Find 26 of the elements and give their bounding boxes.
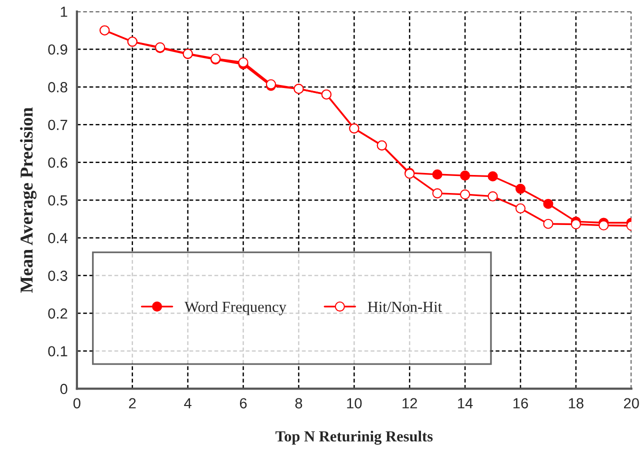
y-tick-label: 0.6 (48, 157, 68, 168)
y-tick-label: 0.1 (48, 346, 68, 356)
y-tick-label: 0.3 (48, 270, 68, 281)
y-tick-label: 0.8 (48, 82, 68, 92)
x-tick-label: 18 (568, 398, 584, 408)
legend-label: Hit/Non-Hit (368, 302, 442, 312)
y-tick-label: 0 (60, 384, 68, 394)
y-axis-title: Mean Average Precision (20, 107, 37, 293)
legend-label: Word Frequency (184, 301, 286, 316)
x-tick-label: 2 (129, 398, 136, 408)
y-tick-label: 0.9 (48, 44, 68, 55)
x-tick-label: 6 (240, 398, 247, 408)
y-tick-label: 0.7 (48, 120, 68, 130)
y-tick-label: 0.2 (48, 308, 68, 319)
x-tick-label: 0 (73, 398, 80, 408)
x-tick-label: 12 (402, 398, 417, 408)
x-axis-title: Top N Returinig Results (276, 430, 433, 445)
y-tick-label: 0.5 (48, 195, 68, 206)
x-tick-label: 14 (458, 398, 473, 408)
x-tick-label: 10 (347, 398, 362, 408)
x-tick-label: 16 (513, 398, 528, 408)
x-tick-label: 8 (295, 398, 302, 408)
x-tick-label: 20 (624, 398, 639, 408)
y-tick-label: 1 (60, 6, 68, 17)
y-tick-label: 0.4 (48, 232, 68, 244)
x-tick-label: 4 (184, 398, 192, 408)
